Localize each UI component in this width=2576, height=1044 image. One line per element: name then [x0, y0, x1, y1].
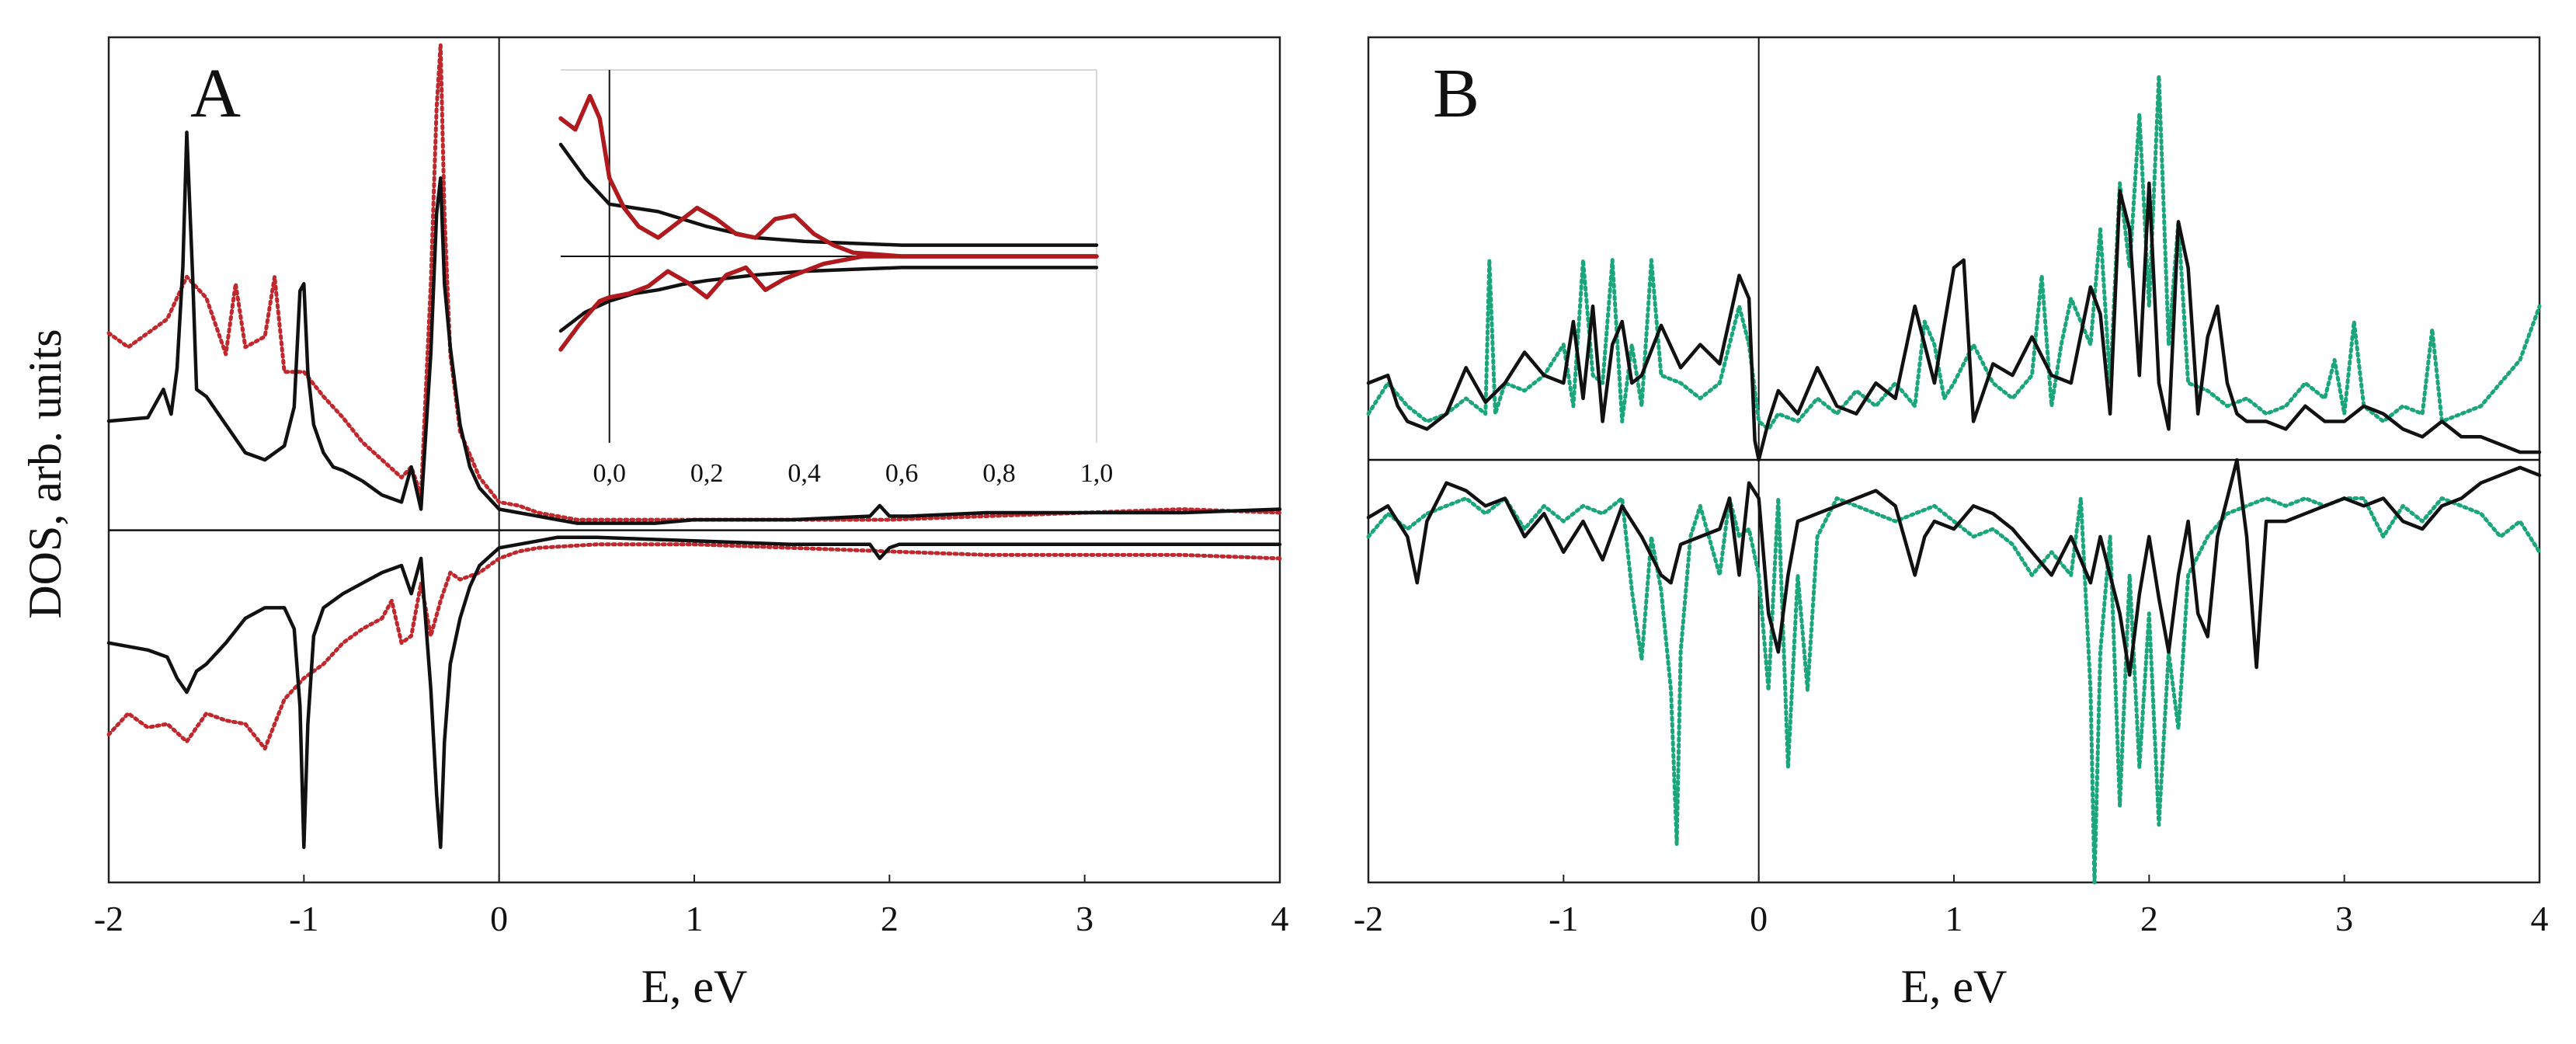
x-tick-label: 2	[881, 899, 899, 938]
panel-b-x-axis-label: E, eV	[1901, 961, 2008, 1012]
panel-a: A 0,0 0,2 0,4 0,6 0,8 1,0 -2 -1 0 1 2 3 4 E, eV	[94, 36, 1289, 1012]
x-tick-label: 0	[490, 899, 508, 938]
panel-b-series-line	[1366, 181, 2542, 462]
panel-a-series-line	[106, 42, 1282, 522]
panel-a-x-axis-label: E, eV	[641, 961, 748, 1012]
inset-x-tick-label: 0,6	[885, 459, 919, 488]
inset-x-tick-label: 0,0	[593, 459, 626, 488]
x-tick-label: 3	[2335, 899, 2353, 938]
panel-a-series-line	[106, 535, 1282, 849]
inset-x-tick-label: 1,0	[1080, 459, 1114, 488]
panel-b-series-line	[1366, 458, 2542, 677]
inset-series-line	[558, 266, 1099, 333]
panel-a-series-line	[106, 542, 1282, 751]
y-axis-label: DOS, arb. units	[19, 329, 71, 618]
x-tick-label: -2	[94, 899, 123, 938]
inset-series-line	[558, 254, 1099, 352]
x-tick-label: 3	[1076, 899, 1093, 938]
panel-b-series-line	[1366, 74, 2542, 431]
panel-b: B -2 -1 0 1 2 3 4 E, eV	[1354, 36, 2549, 1012]
inset-x-tick-label: 0,2	[690, 459, 724, 488]
x-tick-label: -1	[289, 899, 318, 938]
inset-x-tick-label: 0,4	[787, 459, 821, 488]
panel-b-x-ticks: -2 -1 0 1 2 3 4	[1354, 875, 2549, 938]
x-tick-label: -1	[1549, 899, 1578, 938]
panel-b-series-line	[1366, 496, 2542, 885]
panel-a-series-line	[106, 130, 1282, 525]
panel-a-series	[106, 37, 1282, 882]
x-tick-label: -2	[1354, 899, 1383, 938]
panel-a-x-ticks: -2 -1 0 1 2 3 4	[94, 875, 1289, 938]
x-tick-label: 1	[1945, 899, 1963, 938]
x-tick-label: 4	[2531, 899, 2549, 938]
inset-x-tick-label: 0,8	[982, 459, 1016, 488]
inset-series-line	[558, 93, 1099, 259]
panel-a-inset: 0,0 0,2 0,4 0,6 0,8 1,0	[558, 69, 1114, 488]
x-tick-label: 4	[1271, 899, 1289, 938]
x-tick-label: 1	[686, 899, 704, 938]
panel-b-series	[1366, 37, 2542, 885]
x-tick-label: 2	[2140, 899, 2158, 938]
panel-a-label: A	[190, 55, 241, 132]
x-tick-label: 0	[1750, 899, 1768, 938]
panel-b-label: B	[1433, 55, 1479, 132]
